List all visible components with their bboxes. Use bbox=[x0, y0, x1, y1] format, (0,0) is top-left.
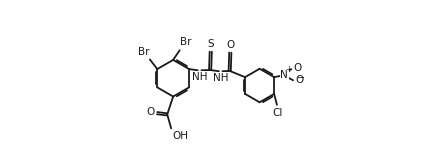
Text: O: O bbox=[227, 40, 235, 49]
Text: N: N bbox=[280, 70, 288, 80]
Text: Br: Br bbox=[180, 37, 192, 48]
Text: O: O bbox=[146, 107, 154, 117]
Text: −: − bbox=[297, 73, 305, 83]
Text: OH: OH bbox=[172, 131, 188, 141]
Text: S: S bbox=[208, 39, 214, 49]
Text: O: O bbox=[295, 75, 303, 85]
Text: Br: Br bbox=[138, 47, 149, 57]
Text: O: O bbox=[293, 63, 301, 73]
Text: +: + bbox=[285, 65, 292, 74]
Text: Cl: Cl bbox=[273, 108, 283, 118]
Text: NH: NH bbox=[192, 72, 207, 82]
Text: NH: NH bbox=[213, 73, 228, 83]
